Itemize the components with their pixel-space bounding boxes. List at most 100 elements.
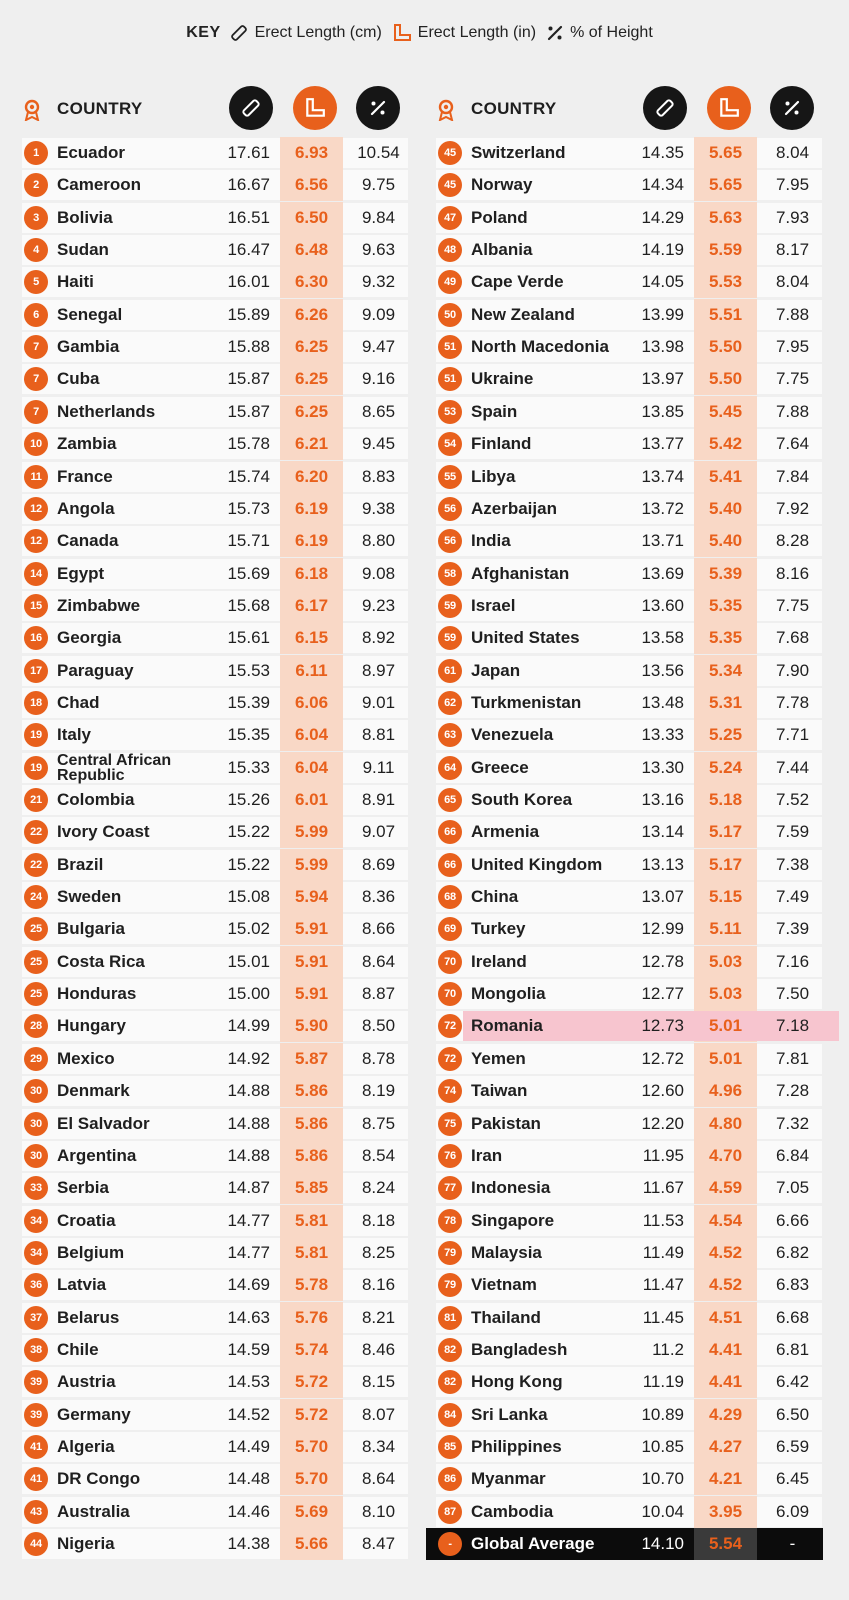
rank-badge: 30 — [24, 1143, 48, 1168]
length-in-value: 5.01 — [708, 1016, 743, 1036]
table-row: 30 Denmark 14.88 5.86 8.19 — [22, 1075, 416, 1108]
length-in-value: 4.52 — [708, 1242, 743, 1262]
length-cm-value: 14.49 — [227, 1437, 270, 1456]
row-inch-cell-background — [280, 1172, 343, 1205]
country-name: Malaysia — [471, 1242, 542, 1262]
pct-height-value: 8.64 — [361, 1469, 396, 1489]
country-name: Latvia — [57, 1275, 107, 1295]
row-inch-cell-background — [280, 1010, 343, 1043]
table-row: 69 Turkey 12.99 5.11 7.39 — [436, 913, 830, 946]
country-name: Singapore — [471, 1210, 555, 1230]
length-in-value: 5.11 — [709, 919, 742, 939]
rank-badge: 58 — [438, 561, 462, 586]
length-in-value: 5.74 — [294, 1339, 329, 1359]
table-row: 4 Sudan 16.47 6.48 9.63 — [22, 234, 416, 267]
rank-badge: 29 — [24, 1046, 48, 1071]
table-row: 5 Haiti 16.01 6.30 9.32 — [22, 266, 416, 299]
row-background — [436, 946, 822, 977]
table-header-right: COUNTRY — [436, 85, 830, 137]
pct-height-value: 6.84 — [775, 1145, 810, 1165]
pct-height-value: 7.75 — [775, 595, 810, 615]
length-cm-value: 12.77 — [641, 984, 684, 1004]
table-row: 81 Thailand 11.45 4.51 6.68 — [436, 1301, 830, 1334]
percent-icon — [784, 100, 800, 116]
row-inch-cell-background — [280, 363, 343, 396]
country-name: Finland — [471, 434, 532, 454]
cm-column-header — [643, 86, 687, 130]
row-background — [436, 1496, 822, 1527]
country-name: Yemen — [471, 1048, 526, 1068]
length-in-value: 5.35 — [708, 628, 743, 648]
length-in-value: 5.70 — [294, 1437, 329, 1456]
row-background — [436, 1270, 822, 1301]
percent-icon — [547, 25, 563, 41]
row-background — [436, 752, 822, 783]
length-in-value: 5.86 — [294, 1145, 329, 1165]
country-name: Sudan — [57, 240, 109, 260]
pct-height-value: 9.63 — [361, 240, 396, 260]
pct-height-value: 8.07 — [361, 1404, 396, 1424]
length-in-value: 6.18 — [294, 563, 329, 583]
country-name: Croatia — [57, 1210, 116, 1230]
rank-badge: 12 — [24, 496, 48, 521]
table-row: 61 Japan 13.56 5.34 7.90 — [436, 654, 830, 687]
length-cm-value: 15.01 — [227, 951, 270, 971]
pct-height-value: 8.97 — [361, 660, 396, 680]
table-row: 29 Mexico 14.92 5.87 8.78 — [22, 1042, 416, 1075]
key-item-cm: Erect Length (cm) — [229, 23, 382, 43]
length-cm-value: 15.71 — [227, 531, 270, 551]
pct-height-value: 9.07 — [361, 822, 396, 842]
row-background — [22, 914, 408, 945]
row-inch-cell-background — [280, 1528, 343, 1561]
length-in-value: 5.40 — [708, 498, 743, 518]
rank-badge: 68 — [438, 885, 462, 910]
table-row: 7 Netherlands 15.87 6.25 8.65 — [22, 395, 416, 428]
row-inch-cell-background — [280, 525, 343, 558]
row-background — [436, 396, 822, 427]
row-background — [22, 817, 408, 848]
length-cm-value: 15.61 — [227, 628, 270, 648]
row-background — [22, 332, 408, 363]
table-row: 75 Pakistan 12.20 4.80 7.32 — [436, 1107, 830, 1140]
length-cm-value: 15.88 — [227, 337, 270, 357]
country-name: El Salvador — [57, 1113, 150, 1133]
length-in-value: 6.20 — [294, 466, 329, 486]
row-background — [436, 235, 822, 266]
length-in-value: 5.59 — [708, 240, 743, 260]
table-row: 66 Armenia 13.14 5.17 7.59 — [436, 816, 830, 849]
length-cm-value: 14.77 — [227, 1210, 270, 1230]
pct-height-value: 8.15 — [361, 1372, 396, 1392]
pct-height-value: 8.54 — [361, 1145, 396, 1165]
length-in-value: 5.65 — [708, 143, 743, 162]
length-in-value: 6.06 — [294, 692, 329, 712]
length-cm-value: 12.99 — [641, 919, 684, 939]
row-inch-cell-background — [280, 1333, 343, 1366]
table-row: 82 Bangladesh 11.2 4.41 6.81 — [436, 1333, 830, 1366]
pct-height-value: 7.32 — [775, 1113, 810, 1133]
row-inch-cell-background — [694, 1398, 757, 1431]
row-background — [22, 1011, 408, 1042]
length-cm-value: 10.70 — [641, 1469, 684, 1489]
table-row: 33 Serbia 14.87 5.85 8.24 — [22, 1172, 416, 1205]
country-name: South Korea — [471, 790, 573, 809]
table-row: 34 Croatia 14.77 5.81 8.18 — [22, 1204, 416, 1237]
row-inch-cell-background — [280, 460, 343, 493]
row-background — [436, 687, 822, 718]
row-background — [22, 1367, 408, 1398]
rank-badge: 24 — [24, 885, 48, 910]
length-cm-value: 15.39 — [227, 692, 270, 712]
pct-height-value: 8.66 — [361, 919, 396, 939]
pct-height-value: 8.83 — [361, 466, 396, 486]
pct-column-header — [356, 86, 400, 130]
length-cm-value: 15.26 — [227, 790, 270, 809]
table-row: 58 Afghanistan 13.69 5.39 8.16 — [436, 557, 830, 590]
pct-height-value: 7.84 — [775, 466, 810, 486]
row-inch-cell-background — [694, 1075, 757, 1108]
length-in-value: 5.94 — [294, 887, 329, 907]
length-in-value: 5.69 — [294, 1501, 329, 1521]
row-background — [436, 558, 822, 589]
country-name: Poland — [471, 207, 528, 227]
row-inch-cell-background — [694, 881, 757, 914]
row-background — [22, 1076, 408, 1107]
length-cm-value: 15.89 — [227, 304, 270, 324]
